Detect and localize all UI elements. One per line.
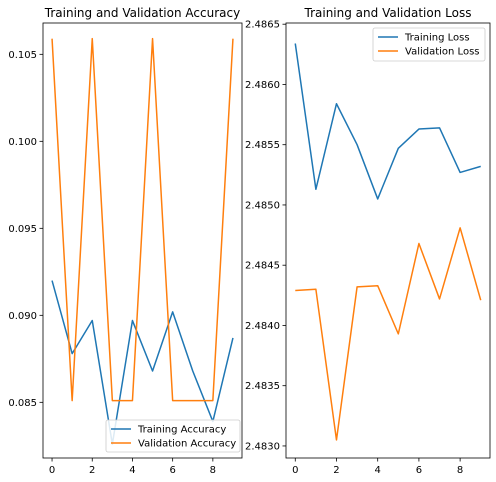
accuracy-series-line-validation [51, 37, 234, 402]
loss-x-tick-label: 0 [292, 465, 298, 476]
loss-legend-box [372, 27, 486, 62]
loss-y-tick-label: 2.4855 [245, 140, 280, 151]
loss-legend-label: Training Loss [404, 33, 470, 44]
accuracy-legend: Training Accuracy Validation Accuracy [105, 419, 241, 453]
loss-y-tick-label: 2.4830 [245, 441, 280, 452]
loss-x-tick-label: 2 [333, 465, 339, 476]
loss-chart: Training and Validation Loss 0 2 4 6 8 2.4830 2… [245, 6, 491, 476]
accuracy-chart: Training and Validation Accuracy 0 2 4 6 8 0.0… [8, 6, 243, 476]
loss-y-tick-label: 2.4865 [245, 20, 280, 31]
accuracy-x-tick-label: 2 [89, 465, 95, 476]
loss-legend-label: Validation Loss [405, 47, 480, 58]
accuracy-y-tick-label: 0.105 [8, 50, 37, 61]
loss-y-tick-label: 2.4850 [245, 200, 280, 211]
accuracy-x-tick-label: 8 [210, 465, 216, 476]
loss-series-line-training [294, 43, 481, 200]
loss-chart-title: Training and Validation Loss [304, 6, 472, 20]
accuracy-y-tick-label: 0.085 [8, 398, 37, 409]
accuracy-y-tick-label: 0.090 [8, 311, 37, 322]
accuracy-legend-box [105, 419, 241, 453]
accuracy-y-tick-label: 0.095 [8, 224, 37, 235]
loss-x-tick-label: 6 [416, 465, 422, 476]
loss-x-tick-label: 4 [375, 465, 381, 476]
accuracy-x-tick-label: 0 [49, 465, 55, 476]
accuracy-x-tick-label: 6 [169, 465, 175, 476]
accuracy-x-tick-label: 4 [129, 465, 135, 476]
loss-legend: Training Loss Validation Loss [372, 27, 486, 62]
loss-x-tick-label: 8 [457, 465, 463, 476]
accuracy-legend-label: Training Accuracy [137, 425, 226, 436]
accuracy-series-line-training [51, 280, 234, 445]
loss-y-tick-label: 2.4845 [245, 261, 280, 272]
loss-y-tick-label: 2.4860 [245, 80, 280, 91]
loss-series-line-validation [295, 227, 482, 441]
loss-y-tick-label: 2.4835 [245, 381, 280, 392]
accuracy-y-tick-label: 0.100 [8, 137, 37, 148]
accuracy-chart-title: Training and Validation Accuracy [44, 6, 240, 20]
loss-axes-frame [285, 22, 491, 459]
accuracy-axes-frame [42, 22, 243, 459]
loss-y-tick-label: 2.4840 [245, 321, 280, 332]
accuracy-legend-label: Validation Accuracy [138, 439, 236, 450]
